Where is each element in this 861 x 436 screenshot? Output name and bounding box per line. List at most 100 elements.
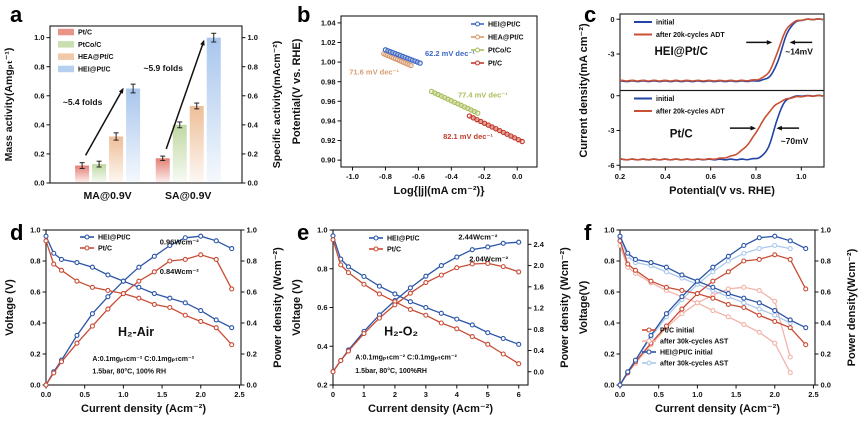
y-tick-label: 1.0 <box>248 33 258 42</box>
y-tick-label: 0.0 <box>534 367 544 376</box>
y-axis-label-right: Power density(Wcm⁻²) <box>846 248 858 366</box>
x-tick-label: -0.6 <box>412 172 425 181</box>
annotation: 0.84Wcm⁻² <box>160 267 199 276</box>
legend-label: Pt/C <box>488 61 502 68</box>
legend-label: PtCo/C <box>488 48 511 55</box>
legend-label: HEA@Pt/C <box>488 35 524 42</box>
legend-label: after 20k-cycles ADT <box>656 109 725 116</box>
x-tick-label: 2.5 <box>234 390 244 399</box>
x-tick-label: 0.8 <box>751 172 761 181</box>
y-tick-label: 1.0 <box>604 226 614 235</box>
legend-label: HEI@Pt/C <box>488 22 521 29</box>
y-tick-label: 0.4 <box>247 319 258 328</box>
y-tick-label: 0.98 <box>321 77 336 86</box>
panel-letter-e: e <box>297 220 310 245</box>
x-tick-label: 2.0 <box>196 390 206 399</box>
fold-annotation: ~5.9 folds <box>144 63 184 73</box>
y-tick-label: 0.8 <box>821 257 831 266</box>
tafel-chart: -1.0 -0.8 -0.6 -0.4 -0.2 0.0 0.90 0.92 0.94 0.96 0… <box>321 15 538 181</box>
legend-label: initial <box>656 20 674 27</box>
y-tick-label: 0.2 <box>247 350 257 359</box>
annotation: 1.5bar, 80°C, 100%RH <box>355 367 427 375</box>
annotation: H₂-Air <box>118 325 154 339</box>
x-axis-label: Current density (Acm⁻²) <box>368 403 493 415</box>
legend-label: Pt/C initial <box>660 328 694 335</box>
x-tick-label: 0.5 <box>79 390 89 399</box>
panel-d-chart: 0.0 0.5 1.0 1.5 2.0 2.50.00.20.40.60.81.00.00… <box>4 226 284 415</box>
y-tick-label: 1.00 <box>321 58 336 67</box>
y-tick-label: 0.0 <box>821 381 831 390</box>
legend-label: HEI@Pt/C initial <box>660 350 713 357</box>
x-tick-label: 2.5 <box>808 390 818 399</box>
y-tick-label: 1.02 <box>321 38 336 47</box>
x-tick-label: 1.0 <box>118 390 128 399</box>
y-tick-label: 0.8 <box>248 62 258 71</box>
y-axis-label-left: Mass activity(Amgₚₜ⁻¹) <box>3 48 15 162</box>
y-tick-label: 1.04 <box>321 18 336 27</box>
y-tick-label: -6 <box>608 161 615 170</box>
panel-d: d 0.0 0.5 1.0 1.5 2.0 2.5 0.0 0.2 0.4 0.6 0.8 1.0 0.… <box>0 218 287 436</box>
y-axis-label-left: Voltage (V) <box>4 279 16 336</box>
slope-annotation: 82.1 mV dec⁻¹ <box>443 132 493 141</box>
polarization-chart: 0 1 2 3 4 5 6 0.2 0.4 0.6 0.8 1.0 0.0 0.4 0.8 1.2 1.6 2.0… <box>317 226 545 399</box>
y-tick-label: 1.2 <box>534 304 544 313</box>
panel-c-chart: 0 -3 initial after 20k-cycles ADT HEI@Pt/C ~1… <box>578 13 825 197</box>
y-axis-label-right: Specific activity(mAcm⁻²) <box>271 41 283 169</box>
legend-label: initial <box>656 96 674 103</box>
y-tick-label: 0.0 <box>30 381 40 390</box>
y-tick-label: 0.94 <box>321 117 336 126</box>
y-tick-label: 2.0 <box>534 261 544 270</box>
y-tick-label: 0.8 <box>317 264 327 273</box>
legend-label: after 30k-cycles AST <box>660 339 729 346</box>
annotation: H₂-O₂ <box>384 325 418 339</box>
y-tick-label: 0.92 <box>321 136 336 145</box>
y-tick-label: 0.8 <box>247 257 257 266</box>
x-tick-label: 0.2 <box>615 172 625 181</box>
x-tick-label: 0.0 <box>512 172 522 181</box>
y-tick-label: 2.4 <box>534 240 545 249</box>
y-tick-label: 0.4 <box>30 319 41 328</box>
slope-annotation: 62.2 mV dec⁻¹ <box>425 49 475 58</box>
x-tick-label: 0.4 <box>660 172 671 181</box>
y-tick-label: 0.2 <box>317 381 327 390</box>
y-tick-label: 0 <box>610 91 614 100</box>
slope-annotation: 77.4 mV dec⁻¹ <box>458 90 508 99</box>
y-tick-label: 0.2 <box>248 150 258 159</box>
panel-letter-f: f <box>584 220 592 245</box>
x-axis-label: Current density (Acm⁻²) <box>81 403 206 415</box>
y-tick-label: 0 <box>610 15 614 24</box>
legend-label: after 30k-cycles AST <box>660 361 729 368</box>
y-tick-label: 0.6 <box>247 288 257 297</box>
y-axis-label: Current density(mA cm⁻²) <box>578 23 590 158</box>
fold-annotation: ~5.4 folds <box>63 97 103 107</box>
y-tick-label: 0.8 <box>534 325 544 334</box>
y-tick-label: 0.6 <box>604 288 614 297</box>
category-label: SA@0.9V <box>165 190 211 202</box>
panel-f: f 0.0 0.5 1.0 1.5 2.0 2.5 0.0 0.2 0.4 0.6 0.8 1.0 0.… <box>574 218 861 436</box>
bar-chart: 0.0 0.2 0.4 0.6 0.8 1.0 0.0 0.2 0.4 0.6 0.8 1.0 MA@0… <box>34 25 259 202</box>
y-tick-label: 0.6 <box>821 288 831 297</box>
y-tick-label: 1.0 <box>821 226 831 235</box>
y-axis-label-right: Power density (Wcm⁻²) <box>272 247 284 368</box>
panel-e-chart: 0 1 2 3 4 5 6 0.2 0.4 0.6 0.8 1.0 0.0 0.4 0.8 1.2 1.6 2.0… <box>291 226 571 415</box>
panel-letter-d: d <box>10 220 24 245</box>
y-tick-label: 0.2 <box>604 350 614 359</box>
x-tick-label: 0.0 <box>615 390 625 399</box>
panel-a-chart: 0.0 0.2 0.4 0.6 0.8 1.0 0.0 0.2 0.4 0.6 0.8 1.0 MA@0… <box>3 25 283 202</box>
y-tick-label: 0.8 <box>30 257 40 266</box>
y-tick-label: 0.4 <box>248 120 259 129</box>
legend-label: HEA@Pt/C <box>78 54 114 61</box>
annotation: A:0.1mgₚₜcm⁻² C:0.1mgₚₜcm⁻² <box>92 356 194 363</box>
legend-label: Pt/C <box>78 30 92 37</box>
x-tick-label: 3 <box>424 390 428 399</box>
y-tick-label: 0.6 <box>34 91 44 100</box>
x-tick-label: 2 <box>393 390 397 399</box>
y-tick-label: 0.2 <box>30 350 40 359</box>
x-tick-label: -0.8 <box>379 172 392 181</box>
x-tick-label: 0.6 <box>705 172 715 181</box>
panel-letter-c: c <box>584 2 597 27</box>
x-axis-label: Current density (Acm⁻²) <box>655 403 780 415</box>
y-tick-label: 0.0 <box>34 179 44 188</box>
x-tick-label: 1.5 <box>157 390 167 399</box>
